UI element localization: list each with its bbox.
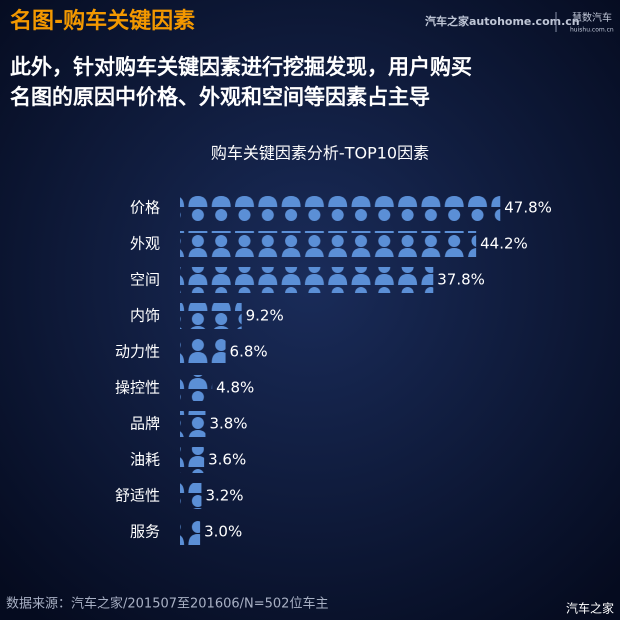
header-title: 名图-购车关键因素: [10, 8, 195, 34]
value-label: 9.2%: [246, 307, 284, 325]
value-label: 6.8%: [230, 343, 268, 361]
category-label: 动力性: [115, 343, 160, 361]
category-label: 油耗: [130, 451, 160, 469]
category-label: 外观: [130, 235, 160, 253]
category-label: 品牌: [130, 415, 160, 433]
logo: 汽车之家autohome.com.cn: [425, 14, 580, 28]
pictograph-bar: [180, 483, 202, 509]
watermark: 汽车之家: [566, 601, 614, 616]
pictograph-bar: [180, 411, 206, 437]
pictograph-bar: [180, 195, 501, 221]
pictograph-bar: [180, 339, 226, 365]
subtitle: 此外，针对购车关键因素进行挖掘发现，用户购买: [10, 55, 472, 79]
category-label: 操控性: [115, 379, 160, 397]
pictograph-bar: [180, 375, 213, 401]
pictograph-bar: [180, 519, 201, 545]
value-label: 3.2%: [205, 487, 243, 505]
chart-title: 购车关键因素分析-TOP10因素: [211, 144, 429, 163]
pictograph-bar: [180, 267, 434, 293]
value-label: 44.2%: [480, 235, 528, 253]
value-label: 3.8%: [209, 415, 247, 433]
value-label: 3.6%: [208, 451, 246, 469]
value-label: 4.8%: [216, 379, 254, 397]
value-label: 37.8%: [437, 271, 485, 289]
pictograph-bar: [180, 303, 242, 329]
pictograph-bar: [180, 447, 205, 473]
subtitle: 名图的原因中价格、外观和空间等因素占主导: [10, 85, 430, 109]
logo: 慧数汽车: [572, 11, 612, 24]
category-label: 价格: [130, 199, 160, 217]
category-label: 舒适性: [115, 487, 160, 505]
category-label: 空间: [130, 271, 160, 289]
logo: huishu.com.cn: [570, 27, 614, 34]
source: 数据来源：汽车之家/201507至201606/N=502位车主: [6, 596, 328, 612]
category-label: 内饰: [130, 307, 160, 325]
value-label: 47.8%: [504, 199, 552, 217]
category-label: 服务: [130, 523, 160, 541]
value-label: 3.0%: [204, 523, 242, 541]
pictograph-bar: [180, 231, 477, 257]
